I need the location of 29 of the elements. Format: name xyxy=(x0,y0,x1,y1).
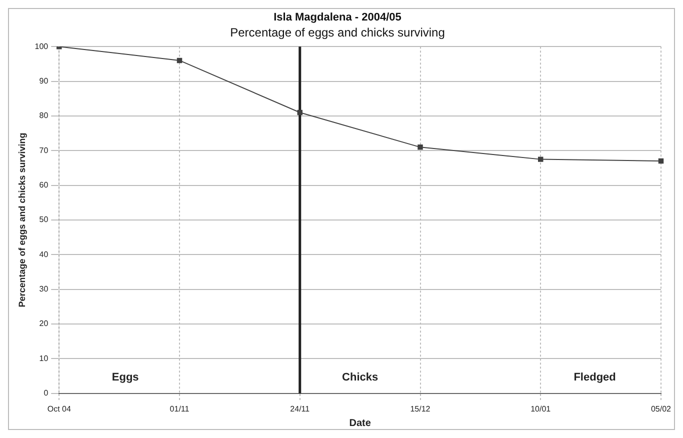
y-tick-label: 0 xyxy=(44,388,49,398)
x-tick-label: 01/11 xyxy=(170,404,190,414)
y-tick-label: 30 xyxy=(39,284,49,294)
x-tick-label: 15/12 xyxy=(410,404,431,414)
x-tick-label: 05/02 xyxy=(650,404,672,414)
y-tick-label: 20 xyxy=(39,319,49,328)
point xyxy=(658,158,664,164)
point xyxy=(538,156,544,162)
y-axis-title: Percentage of eggs and chicks surviving xyxy=(16,132,27,308)
annotation: Fledged xyxy=(574,371,616,384)
chart-subtitle: Percentage of eggs and chicks surviving xyxy=(230,26,445,40)
y-tick-label: 90 xyxy=(39,76,49,86)
y-tick-label: 40 xyxy=(39,250,49,259)
x-tick-label: 10/01 xyxy=(530,404,552,414)
y-tick-label: 80 xyxy=(39,111,49,120)
annotation: Eggs xyxy=(112,371,139,384)
x-tick-label: 24/11 xyxy=(290,404,310,414)
x-tick-label: Oct 04 xyxy=(47,404,72,414)
y-tick-label: 60 xyxy=(39,180,49,190)
y-tick-label: 100 xyxy=(34,42,49,51)
y-tick-label: 70 xyxy=(39,146,49,155)
point xyxy=(297,110,303,116)
y-tick-label: 50 xyxy=(39,215,49,224)
y-tick-label: 10 xyxy=(39,354,49,363)
point xyxy=(418,144,423,150)
x-axis-title: Date xyxy=(349,418,372,429)
annotation: Chicks xyxy=(342,371,378,384)
chart-title: Isla Magdalena - 2004/05 xyxy=(274,12,402,24)
point xyxy=(176,58,182,64)
